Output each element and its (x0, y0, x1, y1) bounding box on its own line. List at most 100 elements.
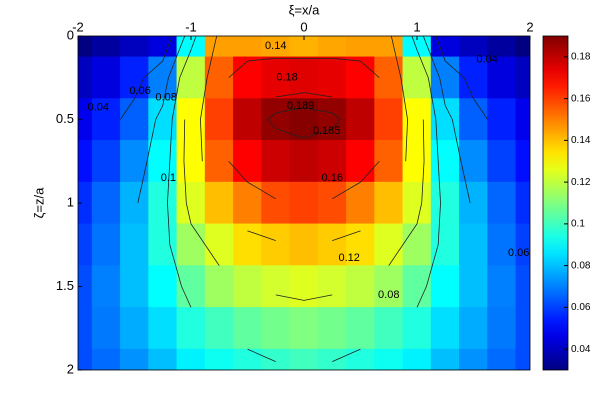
cell (204, 181, 234, 225)
contour-label: 0.189 (287, 100, 315, 112)
cell (289, 98, 319, 141)
colorbar-tick-label: 0.06 (571, 302, 591, 313)
contour-line (137, 161, 148, 204)
contour-line (162, 77, 169, 106)
cell (317, 181, 347, 225)
cell (459, 265, 488, 308)
x-tick-label: 2 (526, 19, 533, 34)
cell (148, 307, 178, 350)
contour-line (332, 230, 361, 241)
cell (374, 348, 404, 370)
contour-line (167, 161, 171, 204)
contour-line (146, 119, 157, 162)
contour-line (162, 36, 173, 62)
contour-line (444, 60, 465, 79)
cell (317, 56, 347, 99)
cell (346, 140, 375, 183)
cell (261, 36, 291, 58)
cell (374, 98, 404, 141)
cell (233, 307, 262, 350)
cell (459, 98, 488, 141)
cell (374, 181, 404, 225)
cell (459, 181, 488, 225)
cell (317, 265, 347, 308)
contour-line (422, 36, 440, 78)
cell (317, 140, 347, 183)
contour-line (400, 77, 408, 120)
contour-line (228, 160, 248, 183)
cell (346, 181, 375, 225)
cell (120, 265, 149, 308)
cell (459, 348, 488, 370)
cell (233, 181, 262, 225)
cell (120, 36, 149, 58)
cell (78, 265, 93, 308)
cell (91, 36, 121, 58)
contour-line (275, 128, 305, 139)
cell (459, 36, 488, 58)
cell (515, 140, 530, 183)
cell (233, 56, 262, 99)
contour-line (200, 119, 203, 162)
cell (374, 223, 404, 266)
contour-line (303, 92, 333, 98)
cell (176, 265, 206, 308)
cell (515, 98, 530, 141)
cell (487, 307, 517, 350)
cell (204, 56, 234, 99)
contour-line (426, 244, 439, 287)
cell (261, 307, 291, 350)
contour-line (275, 57, 305, 60)
cell (261, 98, 291, 141)
cell (487, 36, 517, 58)
contour-line (181, 286, 192, 308)
cell (487, 223, 517, 266)
contour-line (247, 57, 276, 62)
colorbar-tick-label: 0.16 (571, 93, 591, 104)
cell (289, 348, 319, 370)
cell (78, 307, 93, 350)
contour-line (267, 112, 276, 120)
contour-line (332, 348, 361, 363)
cell (204, 223, 234, 266)
contour-line (416, 286, 427, 308)
x-tick-label: -1 (185, 19, 197, 34)
cell (91, 98, 121, 141)
cell (374, 56, 404, 99)
contour-line (167, 202, 171, 245)
cell (487, 265, 517, 308)
cell (402, 265, 432, 308)
cell (487, 181, 517, 225)
contour-line (247, 181, 276, 200)
contour-label: 0.185 (313, 125, 341, 137)
cell (346, 223, 375, 266)
cell (204, 140, 234, 183)
cell (233, 223, 262, 266)
cell (459, 307, 488, 350)
cell (346, 265, 375, 308)
y-tick-label: 1 (67, 194, 74, 209)
cell (430, 265, 460, 308)
cell (289, 181, 319, 225)
contour-label: 0.16 (322, 172, 343, 184)
cell (402, 348, 432, 370)
cell (78, 223, 93, 266)
contour-line (179, 49, 192, 78)
cell (317, 307, 347, 350)
cell (120, 307, 149, 350)
contour-line (169, 119, 173, 162)
contour-line (463, 77, 474, 99)
cell (261, 223, 291, 266)
contour-line (473, 98, 488, 120)
cell (120, 348, 149, 370)
contour-line (360, 160, 380, 183)
cell (430, 307, 460, 350)
contour-line (190, 36, 197, 51)
contour-line (190, 223, 206, 245)
cell (317, 223, 347, 266)
cell (120, 140, 149, 183)
cell (176, 307, 206, 350)
contour-line (183, 161, 187, 204)
cell (346, 56, 375, 99)
